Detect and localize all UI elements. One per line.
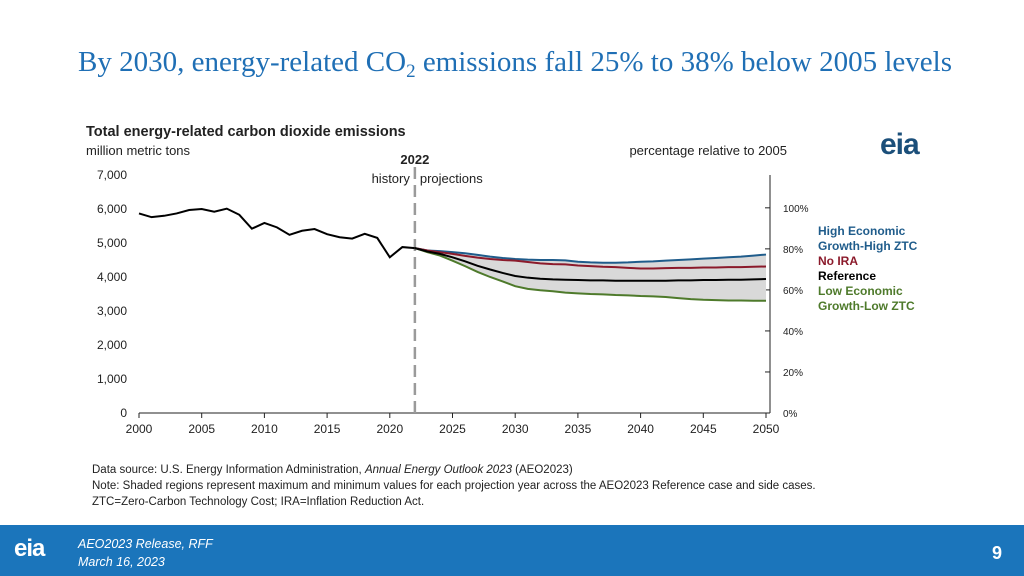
- notes: Data source: U.S. Energy Information Adm…: [92, 462, 852, 510]
- x-tick-label: 2045: [690, 422, 717, 436]
- title-text: By 2030, energy-related CO: [78, 46, 407, 78]
- legend: High Economic Growth-High ZTC No IRA Refer…: [818, 224, 938, 314]
- y-tick-label: 0: [120, 406, 127, 420]
- legend-entry: Low Economic Growth-Low ZTC: [818, 284, 915, 313]
- legend-entry: No IRA: [818, 254, 858, 268]
- footer-line: March 16, 2023: [78, 555, 165, 569]
- history-label: history: [372, 171, 411, 186]
- x-tick-label: 2030: [502, 422, 529, 436]
- x-tick-label: 2040: [627, 422, 654, 436]
- series-line: [138, 207, 415, 259]
- projections-label: projections: [420, 171, 483, 186]
- y2-tick-label: 40%: [783, 327, 803, 338]
- logo: eia: [880, 128, 920, 161]
- series-line: [414, 247, 766, 302]
- page-number: 9: [991, 543, 1002, 563]
- x-tick-label: 2050: [753, 422, 780, 436]
- footer-logo: eia: [14, 535, 45, 562]
- y-tick-label: 6,000: [97, 202, 127, 216]
- x-tick-label: 2010: [251, 422, 278, 436]
- x-tick-label: 2015: [314, 422, 341, 436]
- y-tick-label: 5,000: [97, 236, 127, 250]
- divider-label: 2022: [400, 152, 429, 167]
- footer-line: AEO2023 Release, RFF: [78, 537, 213, 551]
- x-tick-label: 2020: [376, 422, 403, 436]
- chart-title: Total energy-related carbon dioxide emis…: [86, 124, 406, 140]
- source-title: Annual Energy Outlook 2023: [364, 464, 512, 476]
- slide-title: By 2030, energy-related CO2 emissions fa…: [78, 44, 978, 82]
- y2-tick-label: 0%: [783, 409, 798, 420]
- title-text: emissions fall 25% to 38% below 2005 lev…: [415, 46, 952, 78]
- y2-tick-label: 100%: [783, 204, 809, 215]
- y-tick-label: 2,000: [97, 338, 127, 352]
- chart: Total energy-related carbon dioxide emis…: [86, 124, 809, 436]
- source: Data source: U.S. Energy Information Adm…: [92, 462, 852, 478]
- y-tick-label: 3,000: [97, 304, 127, 318]
- y2-tick-label: 60%: [783, 286, 803, 297]
- y-tick-label: 4,000: [97, 270, 127, 284]
- y2-axis-label: percentage relative to 2005: [629, 143, 787, 158]
- source-text: Data source: U.S. Energy Information Adm…: [92, 464, 365, 476]
- footer: eia AEO2023 Release, RFF March 16, 2023 …: [0, 525, 1024, 576]
- y-tick-label: 7,000: [97, 168, 127, 182]
- note: Note: Shaded regions represent maximum a…: [92, 480, 816, 508]
- footer-info: AEO2023 Release, RFF March 16, 2023: [78, 535, 213, 571]
- y2-tick-label: 20%: [783, 368, 803, 379]
- shaded-range: [414, 248, 766, 301]
- legend-entry: Reference: [818, 269, 877, 283]
- series-line: [414, 247, 767, 264]
- y-axis-label: million metric tons: [86, 143, 191, 158]
- legend-entry: High Economic Growth-High ZTC: [818, 224, 918, 253]
- source-text: (AEO2023): [511, 464, 573, 476]
- series-line: [414, 247, 767, 270]
- y2-tick-label: 80%: [783, 245, 803, 256]
- series-line: [414, 247, 767, 282]
- title-subscript: 2: [406, 61, 416, 82]
- y-tick-label: 1,000: [97, 372, 127, 386]
- x-tick-label: 2005: [188, 422, 215, 436]
- x-tick-label: 2035: [565, 422, 592, 436]
- x-tick-label: 2025: [439, 422, 466, 436]
- x-tick-label: 2000: [126, 422, 153, 436]
